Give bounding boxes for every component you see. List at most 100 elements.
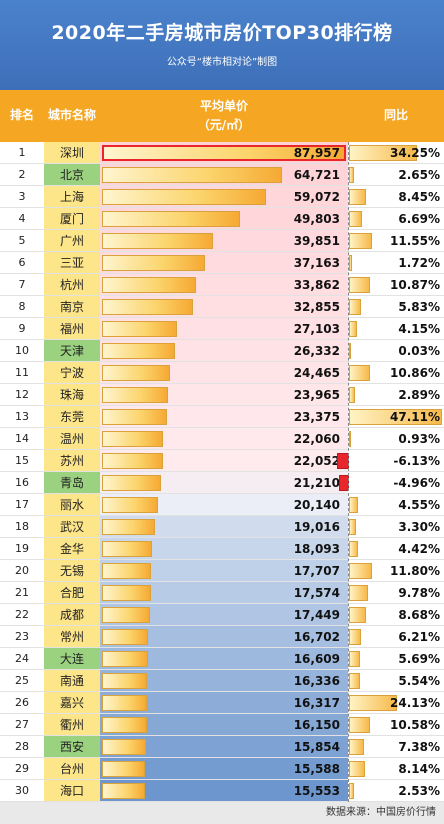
row-divider [0,779,444,780]
price-value-label: 23,375 [293,410,340,424]
price-value-label: 26,332 [293,344,340,358]
city-label: 杭州 [44,274,100,296]
row-background [100,780,348,802]
row-background [100,714,348,736]
city-label: 无锡 [44,560,100,582]
rank-label: 29 [15,762,29,775]
city-label: 东莞 [44,406,100,428]
row-divider [0,229,444,230]
yoy-bar [349,299,361,315]
rank-label: 26 [15,696,29,709]
yoy-value-label: 2.53% [398,784,440,798]
row-background [100,516,348,538]
yoy-value-label: 5.54% [398,674,440,688]
price-value-label: 33,862 [293,278,340,292]
price-value-label: 49,803 [293,212,340,226]
row-divider [0,163,444,164]
price-value-label: 22,052 [293,454,340,468]
rank-label: 6 [18,256,26,269]
row-divider [0,493,444,494]
yoy-bar [349,409,442,425]
rank-label: 22 [15,608,29,621]
yoy-value-label: 34.25% [390,146,440,160]
yoy-bar [349,189,366,205]
yoy-value-label: 2.89% [398,388,440,402]
row-background [100,494,348,516]
row-background [100,736,348,758]
price-bar [102,387,168,403]
table-row: 9 福州 27,103 4.15% [0,318,444,340]
row-divider [0,427,444,428]
price-value-label: 37,163 [293,256,340,270]
table-row: 14 温州 22,060 0.93% [0,428,444,450]
rank-label: 24 [15,652,29,665]
rank-label: 20 [15,564,29,577]
rank-label: 17 [15,498,29,511]
rank-label: 5 [18,234,26,247]
yoy-value-label: 8.68% [398,608,440,622]
price-bar [102,761,145,777]
table-row: 5 广州 39,851 11.55% [0,230,444,252]
table-row: 28 西安 15,854 7.38% [0,736,444,758]
yoy-value-label: 24.13% [390,696,440,710]
row-background [100,560,348,582]
yoy-value-label: -4.96% [393,476,440,490]
price-bar [102,145,346,161]
row-divider [0,801,444,802]
source-footer: 数据来源：中国房价行情 [0,802,444,824]
yoy-bar [349,739,364,755]
price-value-label: 22,060 [293,432,340,446]
price-bar [102,519,155,535]
rank-label: 7 [18,278,26,291]
row-divider [0,449,444,450]
yoy-bar [349,233,372,249]
yoy-bar [349,211,362,227]
price-value-label: 15,854 [293,740,340,754]
row-divider [0,383,444,384]
table-row: 29 台州 15,588 8.14% [0,758,444,780]
yoy-value-label: 0.03% [398,344,440,358]
city-label: 温州 [44,428,100,450]
row-divider [0,603,444,604]
city-label: 合肥 [44,582,100,604]
yoy-bar [349,651,360,667]
row-background [100,582,348,604]
city-label: 福州 [44,318,100,340]
price-bar [102,739,146,755]
row-background [100,692,348,714]
price-value-label: 59,072 [293,190,340,204]
city-label: 三亚 [44,252,100,274]
yoy-bar [349,145,417,161]
yoy-bar [349,365,370,381]
row-divider [0,757,444,758]
price-bar [102,211,240,227]
price-value-label: 87,957 [293,146,340,160]
yoy-value-label: 1.72% [398,256,440,270]
table-row: 22 成都 17,449 8.68% [0,604,444,626]
row-divider [0,295,444,296]
yoy-value-label: 11.80% [390,564,440,578]
price-value-label: 21,210 [293,476,340,490]
column-header-city: 城市名称 [44,90,100,142]
city-label: 金华 [44,538,100,560]
row-divider [0,669,444,670]
yoy-bar [349,321,357,337]
row-divider [0,735,444,736]
table-row: 8 南京 32,855 5.83% [0,296,444,318]
row-divider [0,559,444,560]
table-row: 12 珠海 23,965 2.89% [0,384,444,406]
table-row: 4 厦门 49,803 6.69% [0,208,444,230]
price-bar [102,255,205,271]
price-value-label: 20,140 [293,498,340,512]
rank-label: 12 [15,388,29,401]
row-divider [0,185,444,186]
city-label: 南通 [44,670,100,692]
yoy-value-label: 10.86% [390,366,440,380]
price-bar [102,651,148,667]
price-bar [102,167,282,183]
yoy-value-label: 5.69% [398,652,440,666]
price-value-label: 19,016 [293,520,340,534]
price-value-label: 27,103 [293,322,340,336]
yoy-value-label: 7.38% [398,740,440,754]
